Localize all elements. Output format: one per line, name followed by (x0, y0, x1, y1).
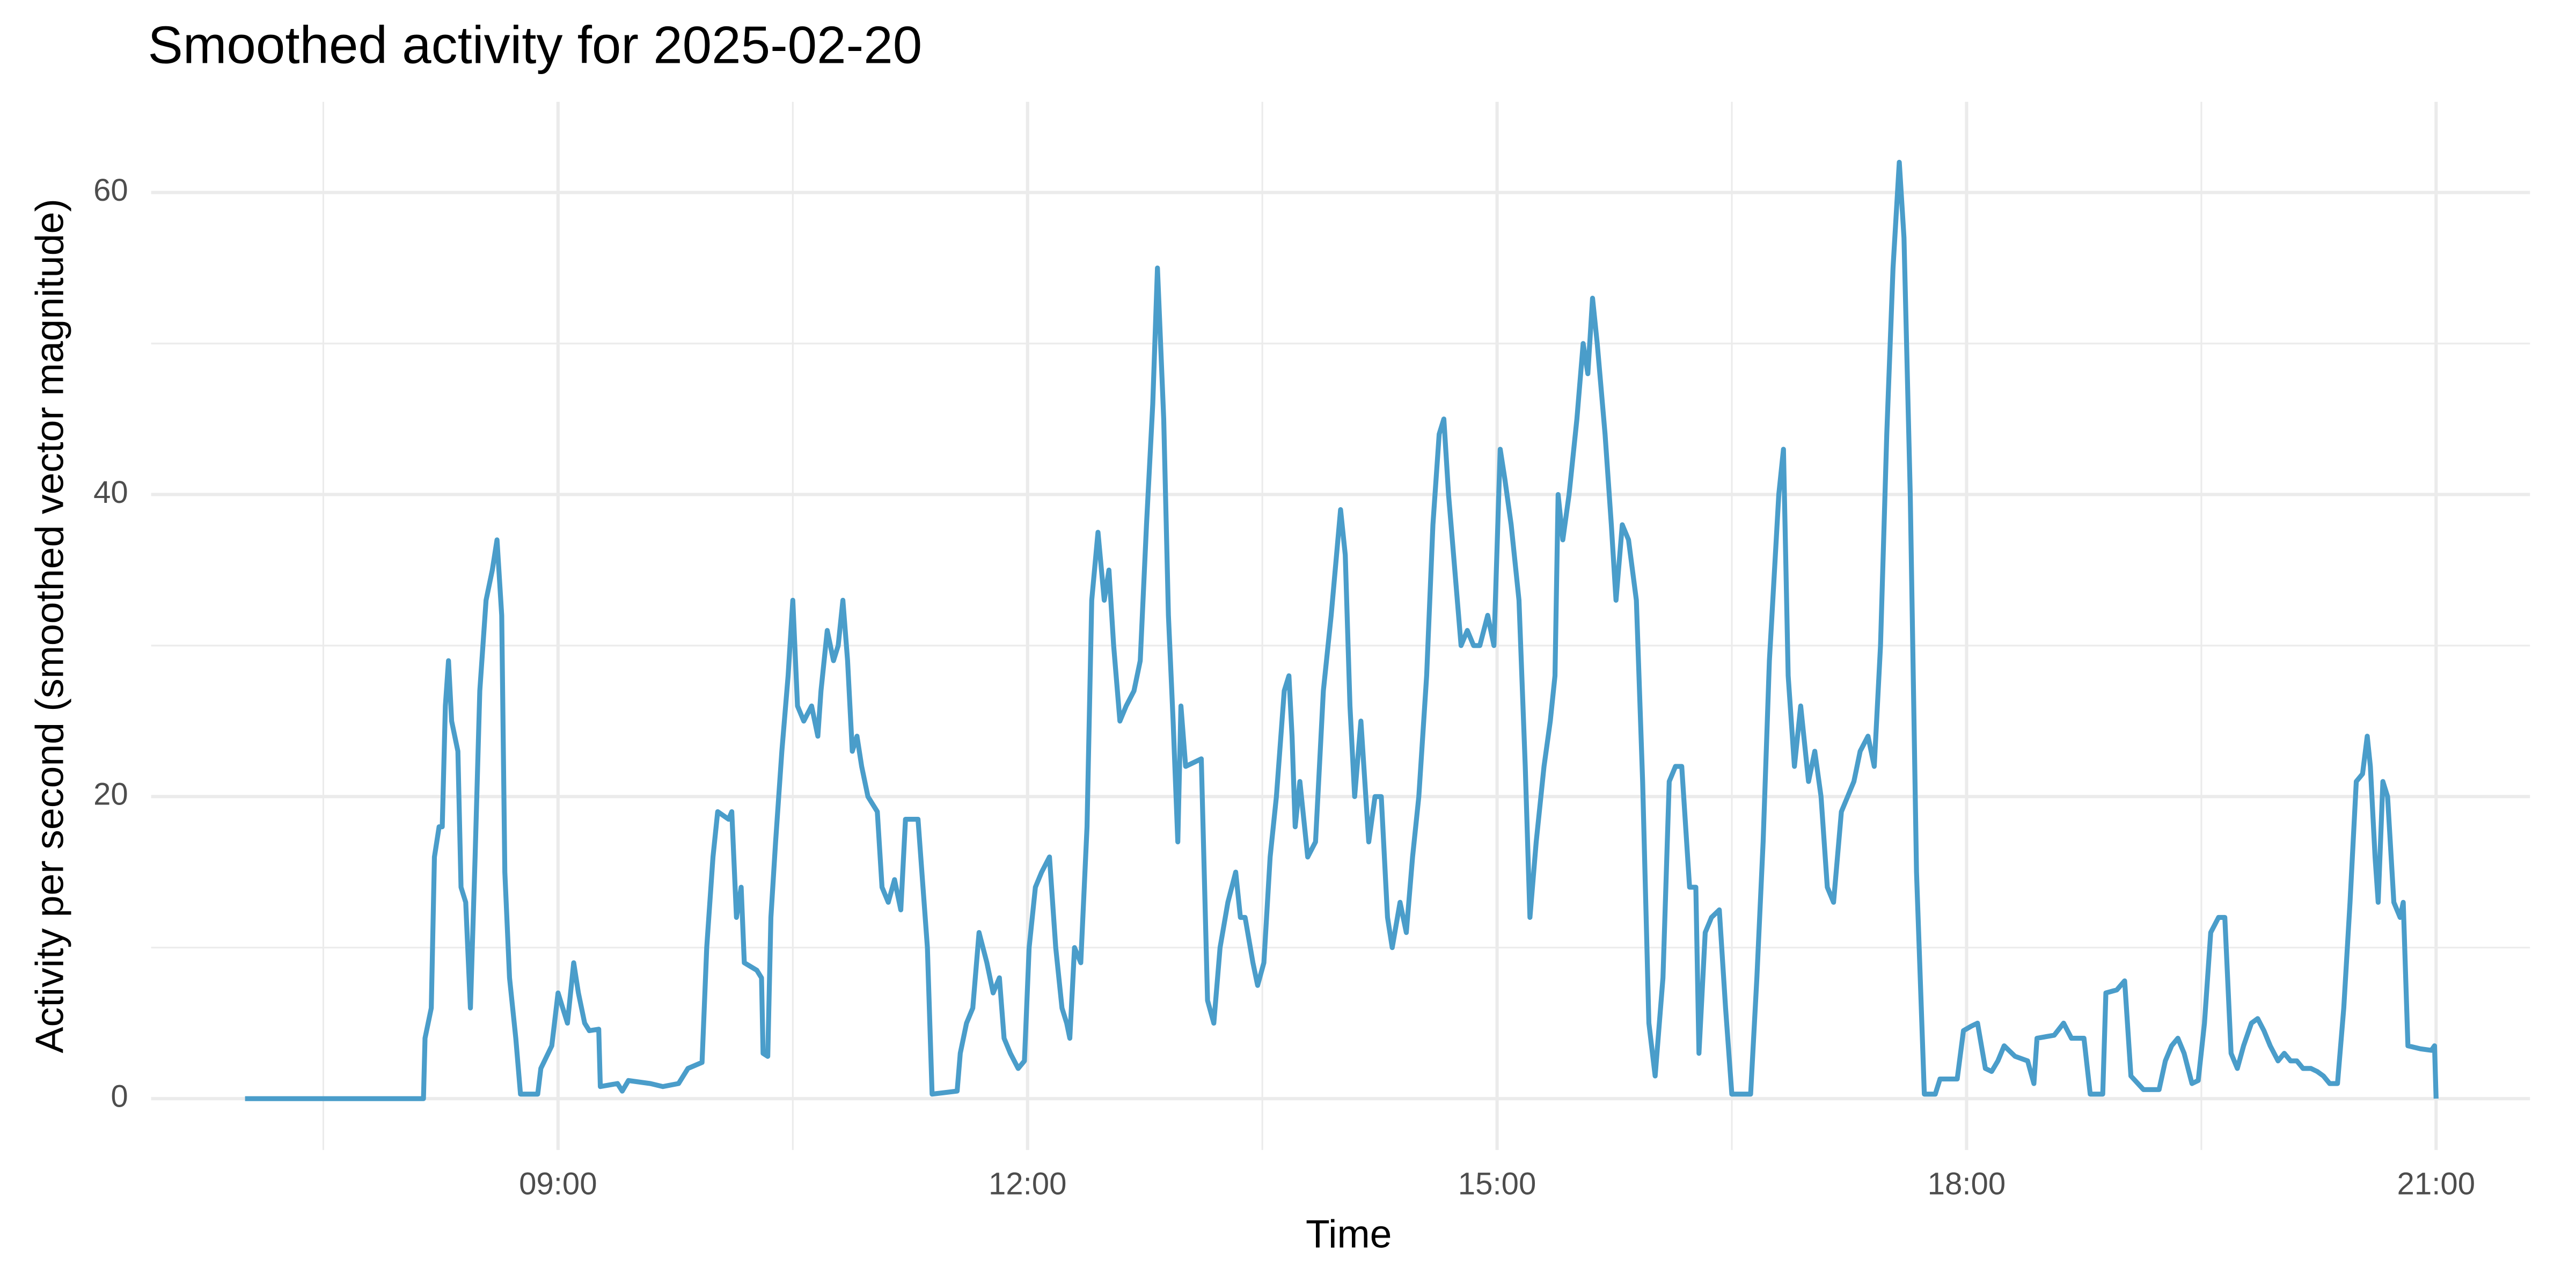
y-axis-title: Activity per second (smoothed vector mag… (27, 199, 71, 1053)
x-axis-title: Time (1306, 1212, 1392, 1256)
chart-title: Smoothed activity for 2025-02-20 (148, 16, 923, 75)
x-tick-label: 12:00 (989, 1167, 1067, 1202)
y-tick-label: 60 (93, 173, 128, 208)
x-tick-label: 09:00 (519, 1167, 597, 1202)
x-tick-label: 21:00 (2397, 1167, 2476, 1202)
y-tick-label: 20 (93, 777, 128, 812)
x-tick-label: 15:00 (1458, 1167, 1536, 1202)
data-line (245, 159, 2439, 1101)
y-tick-label: 40 (93, 475, 128, 510)
y-tick-label: 0 (111, 1079, 128, 1114)
x-tick-label: 18:00 (1928, 1167, 2006, 1202)
